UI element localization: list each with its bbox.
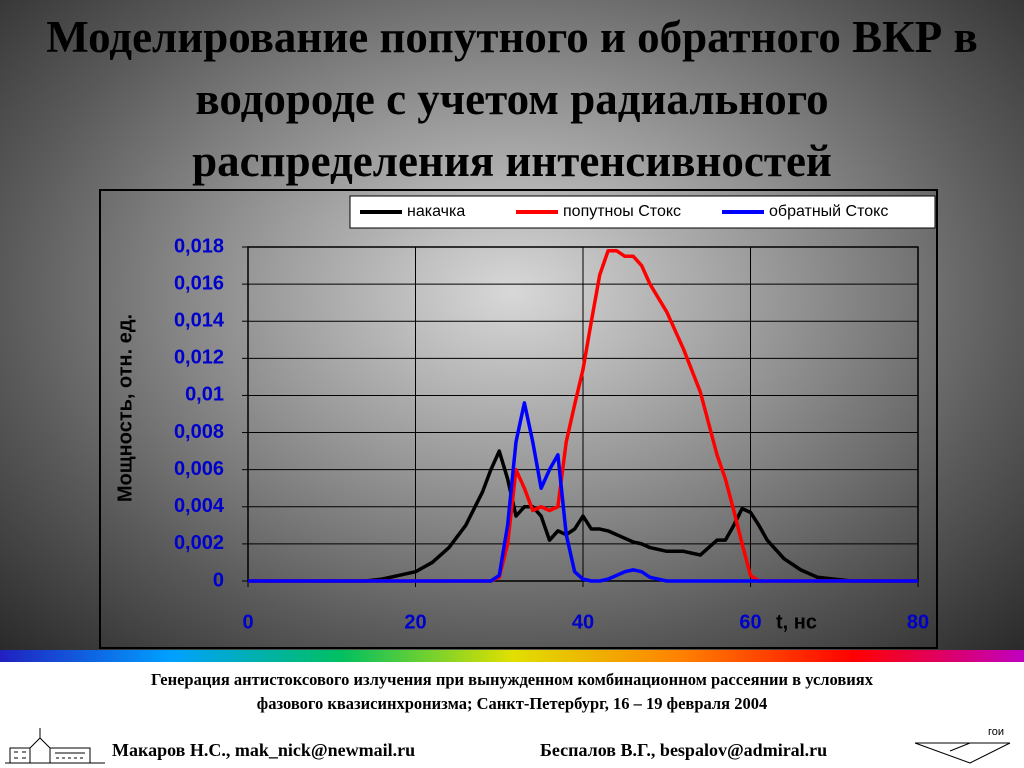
y-tick-label: 0,018 [174,235,224,257]
x-tick-label: 80 [907,611,929,633]
author: Беспалов В.Г., bespalov@admiral.ru [540,740,828,760]
x-tick-label: 40 [572,611,594,633]
logo-goi: гои [914,726,1011,764]
legend-label: накачка [407,203,465,220]
slide-title: Моделирование попутного и обратного ВКР … [46,12,978,186]
y-axis-label: Мощность, отн. ед. [114,314,136,502]
x-tick-label: 20 [404,611,426,633]
chart: 0 0,002 0,004 0,006 0,008 0,01 0,012 0,014 0,016… [99,189,938,649]
author: Макаров Н.С., mak_nick@newmail.ru [112,740,416,760]
rainbow-bar [0,650,1024,662]
y-tick-label: 0,002 [174,532,224,554]
y-tick-label: 0,012 [174,347,224,369]
y-tick-label: 0 [213,569,224,591]
logo-building [5,728,105,764]
y-tick-label: 0,008 [174,421,224,443]
y-tick-label: 0,006 [174,458,224,480]
conference-line: фазового квазисинхронизма; Санкт-Петербу… [256,694,768,713]
background [0,0,1024,650]
logo-text: гои [988,726,1004,738]
chart-frame [99,189,938,649]
legend-label: попутноы Стокс [563,203,681,220]
y-tick-label: 0,01 [185,384,224,406]
conference: Генерация антистоксового излучения при в… [0,668,1024,716]
y-tick-label: 0,014 [174,310,225,332]
y-tick-label: 0,016 [174,272,224,294]
series-line [248,401,918,583]
legend-label: обратный Стокс [769,203,888,220]
y-tick-label: 0,004 [174,495,225,517]
x-tick-label: 0 [242,611,253,633]
series-line [248,449,918,583]
x-axis-label: t, нс [776,611,817,633]
legend-box [349,195,936,229]
conference-line: Генерация антистоксового излучения при в… [151,670,873,689]
x-tick-label: 60 [739,611,761,633]
